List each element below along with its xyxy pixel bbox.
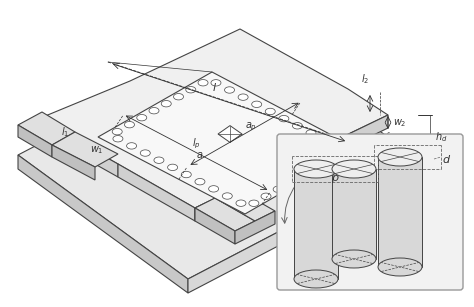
- Ellipse shape: [249, 200, 259, 207]
- Text: $a$: $a$: [196, 150, 204, 160]
- Polygon shape: [38, 29, 388, 208]
- Polygon shape: [52, 132, 118, 167]
- Ellipse shape: [294, 270, 338, 288]
- Ellipse shape: [332, 160, 376, 178]
- Text: $p$: $p$: [331, 173, 339, 185]
- Ellipse shape: [298, 172, 308, 178]
- Polygon shape: [188, 159, 418, 293]
- Polygon shape: [378, 157, 422, 267]
- Polygon shape: [294, 169, 338, 279]
- Text: $l$: $l$: [212, 81, 218, 93]
- Ellipse shape: [288, 177, 296, 182]
- Polygon shape: [195, 198, 255, 231]
- Ellipse shape: [285, 179, 295, 185]
- Ellipse shape: [294, 160, 338, 178]
- Ellipse shape: [261, 193, 271, 200]
- Polygon shape: [215, 188, 275, 221]
- Ellipse shape: [198, 80, 208, 86]
- FancyBboxPatch shape: [277, 134, 463, 290]
- Ellipse shape: [225, 87, 235, 93]
- Ellipse shape: [140, 150, 150, 156]
- Polygon shape: [38, 119, 118, 177]
- Ellipse shape: [252, 101, 262, 107]
- Ellipse shape: [238, 94, 248, 100]
- Ellipse shape: [310, 165, 319, 172]
- Ellipse shape: [332, 250, 376, 268]
- Ellipse shape: [113, 135, 123, 142]
- Text: $w_2$: $w_2$: [393, 117, 407, 129]
- Polygon shape: [18, 155, 188, 293]
- Ellipse shape: [306, 130, 316, 136]
- Ellipse shape: [161, 100, 171, 107]
- Ellipse shape: [209, 186, 219, 192]
- Ellipse shape: [127, 143, 137, 149]
- Text: $d$: $d$: [442, 153, 452, 165]
- Polygon shape: [218, 126, 242, 142]
- Polygon shape: [195, 115, 388, 221]
- Ellipse shape: [154, 157, 164, 163]
- Polygon shape: [18, 35, 418, 279]
- Ellipse shape: [273, 186, 283, 192]
- Ellipse shape: [334, 151, 344, 157]
- Ellipse shape: [173, 94, 183, 100]
- Text: $l_2$: $l_2$: [361, 72, 369, 86]
- Ellipse shape: [378, 258, 422, 276]
- Ellipse shape: [292, 122, 302, 129]
- Ellipse shape: [378, 148, 422, 166]
- Ellipse shape: [181, 171, 191, 178]
- Text: $h_d$: $h_d$: [435, 130, 447, 144]
- Ellipse shape: [137, 115, 147, 121]
- Polygon shape: [118, 164, 195, 221]
- Ellipse shape: [319, 137, 329, 143]
- Ellipse shape: [279, 115, 289, 122]
- Bar: [278, 174, 298, 190]
- Polygon shape: [18, 112, 75, 145]
- Text: $l_p$: $l_p$: [192, 137, 201, 151]
- Ellipse shape: [222, 193, 232, 199]
- Ellipse shape: [211, 80, 221, 86]
- Polygon shape: [332, 169, 376, 259]
- Ellipse shape: [333, 144, 343, 150]
- Ellipse shape: [186, 87, 196, 93]
- Polygon shape: [195, 208, 235, 244]
- Polygon shape: [52, 145, 95, 180]
- Ellipse shape: [195, 178, 205, 185]
- Ellipse shape: [265, 108, 275, 115]
- Polygon shape: [235, 211, 275, 244]
- Text: $w_1$: $w_1$: [90, 144, 104, 156]
- Ellipse shape: [168, 164, 178, 171]
- Ellipse shape: [125, 122, 135, 128]
- Text: $l_1$: $l_1$: [61, 125, 69, 139]
- Ellipse shape: [281, 181, 289, 185]
- Ellipse shape: [112, 128, 122, 135]
- Polygon shape: [98, 72, 358, 214]
- Text: $a_p$: $a_p$: [245, 121, 256, 133]
- Ellipse shape: [322, 158, 332, 165]
- Ellipse shape: [236, 200, 246, 206]
- Ellipse shape: [149, 107, 159, 114]
- Polygon shape: [18, 125, 52, 157]
